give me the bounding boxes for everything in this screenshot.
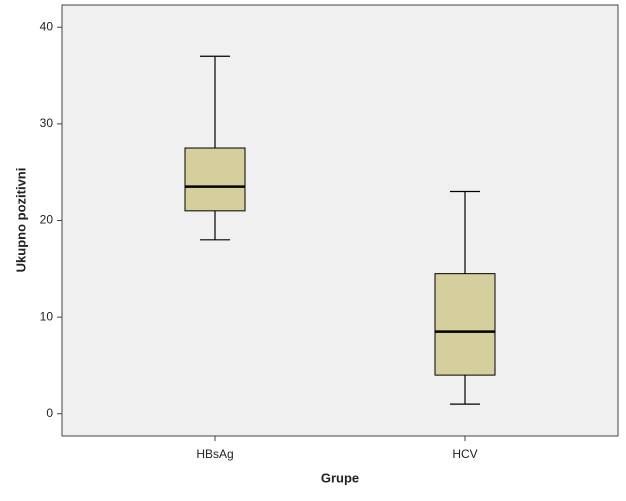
y-tick-label: 40 xyxy=(40,19,54,33)
x-axis-title: Grupe xyxy=(321,470,359,485)
x-tick-label: HBsAg xyxy=(196,447,233,461)
box xyxy=(184,147,246,212)
y-tick-label: 0 xyxy=(46,406,53,420)
y-tick-label: 10 xyxy=(40,309,54,323)
plot-area xyxy=(61,4,619,437)
y-tick-label: 30 xyxy=(40,116,54,130)
y-tick-label: 20 xyxy=(40,213,54,227)
y-axis-title: Ukupno pozitivni xyxy=(13,168,28,273)
x-tick-label: HCV xyxy=(452,447,477,461)
box xyxy=(434,273,496,376)
